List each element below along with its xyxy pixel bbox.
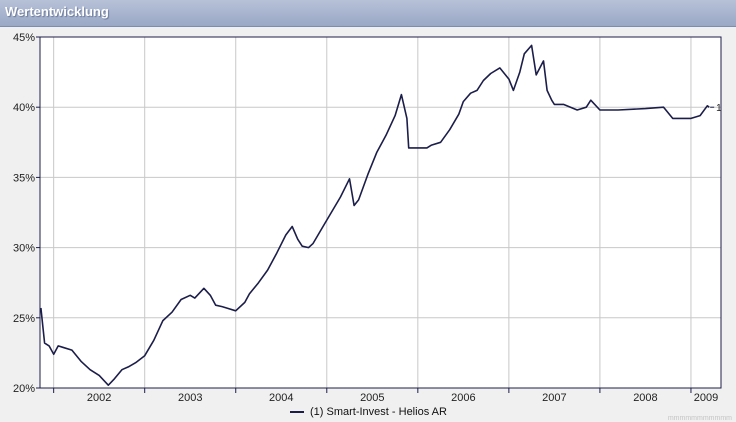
y-tick-label: 35% (13, 172, 35, 184)
x-tick-label: 2004 (269, 392, 293, 403)
x-tick-label: 2007 (542, 392, 566, 403)
performance-chart: 20% 25% 30% 35% 40% 45% 2002 2003 2004 2005 2006 20… (13, 32, 722, 403)
panel-title: Wertentwicklung (5, 4, 109, 19)
series-end-label: 1 (716, 103, 722, 114)
x-tick-label: 2003 (178, 392, 202, 403)
y-tick-label: 20% (13, 383, 35, 395)
x-tick-label: 2009 (694, 392, 718, 403)
plot-frame (39, 36, 722, 389)
legend-line-swatch (290, 411, 304, 413)
y-tick-label: 30% (13, 243, 35, 255)
y-tick-label: 45% (13, 32, 35, 44)
x-tick-label: 2005 (360, 392, 384, 403)
watermark: mmmmmmmmmmm (667, 415, 732, 422)
chart-legend: (1) Smart-Invest - Helios AR (290, 404, 447, 420)
series-line (40, 44, 710, 387)
legend-label: (1) Smart-Invest - Helios AR (310, 406, 447, 418)
panel-header: Wertentwicklung (0, 0, 736, 27)
x-tick-label: 2006 (451, 392, 475, 403)
y-tick-label: 40% (13, 102, 35, 114)
y-tick-label: 25% (13, 313, 35, 325)
plot-area (40, 37, 721, 388)
x-tick-label: 2008 (633, 392, 657, 403)
x-tick-label: 2002 (87, 392, 111, 403)
